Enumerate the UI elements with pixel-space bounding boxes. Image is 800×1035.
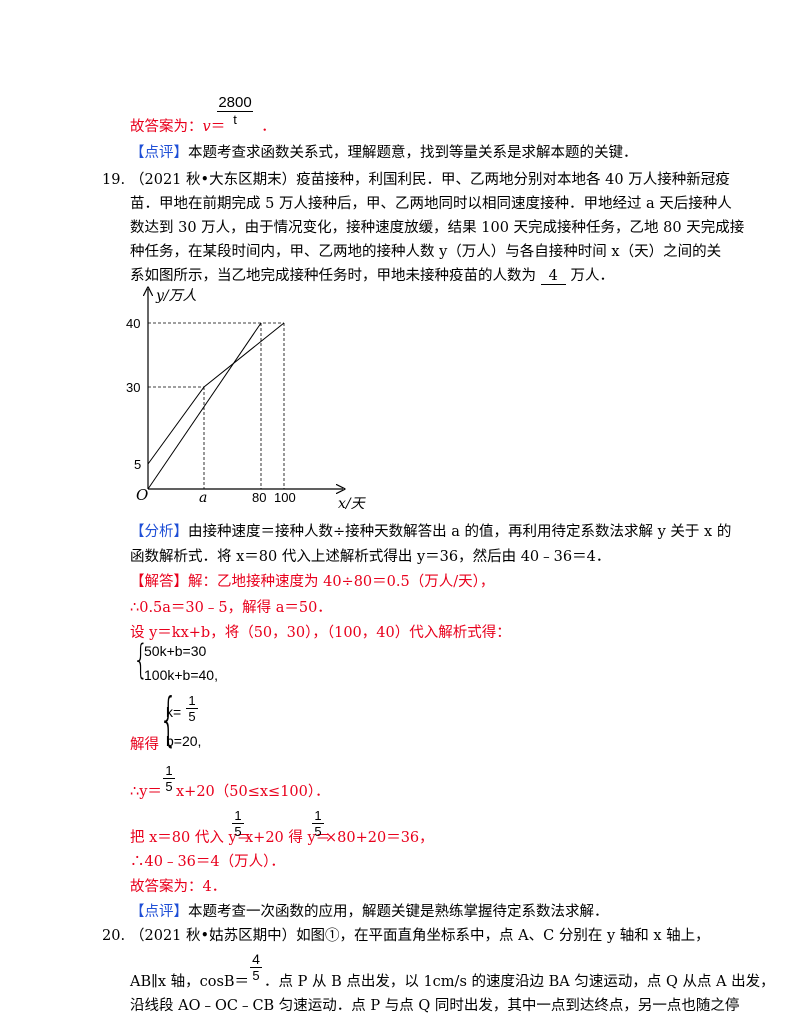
y-tick-30: 30 [126,380,140,395]
l5-pre: 把 x＝80 代入 y＝ [130,830,252,846]
x-tick-a: a [199,490,207,506]
x-tick-100: 100 [274,490,296,505]
answer-eq: ＝ [210,119,226,135]
l4-numerator: 1 [165,763,173,778]
q19-line5-text: 系如图所示，当乙地完成接种任务时，甲地未接种疫苗的人数为 [130,268,536,284]
answer-prefix: 故答案为： [130,119,203,135]
q20-denominator: 5 [252,968,260,983]
answer-var: v [202,119,211,135]
jiede-label: 解得 [130,737,159,753]
dianping2-tag: 【点评】 [130,904,188,920]
answer-fraction: 2800 t [217,94,253,127]
k-numerator: 1 [188,693,196,708]
x-tick-80: 80 [252,490,266,505]
q19-line2: 苗．甲地在前期完成 5 万人接种后，甲、乙两地同时以相同速度接种．甲地经过 a … [130,196,732,212]
dianping-2: 【点评】本题考查一次函数的应用，解题关键是熟练掌握待定系数法求解． [130,902,609,922]
jieda-line6: ∴40﹣36＝4（万人）． [130,854,285,870]
l4-post: x+20（50≤x≤100）． [176,784,330,800]
l5-frac-2: 1 5 [312,808,324,839]
system1-eq1: 50k+b=30 [144,643,207,659]
system-brace-2: { [159,685,178,753]
system2-k: k= [166,704,182,720]
q20-line3: 沿线段 AO﹣OC﹣CB 匀速运动．点 P 与点 Q 同时出发，其中一点到达终点… [130,998,740,1014]
function-graph: y/万人 x/天 O 40 30 5 a 80 100 [126,284,367,509]
q20-line1: （2021 秋•姑苏区期中）如图①，在平面直角坐标系中，点 A、C 分别在 y … [130,928,710,944]
q20-number: 20. [102,928,126,944]
system1-eq2: 100k+b=40, [144,667,218,683]
answer-line: 故答案为：v＝ ． [130,117,276,137]
jieda-line2: ∴0.5a＝30﹣5，解得 a＝50． [130,600,332,616]
dianping-1: 【点评】本题考查求函数关系式，理解题意，找到等量关系是求解本题的关键． [130,143,638,163]
dianping-tag: 【点评】 [130,145,188,161]
fenxi-line2: 函数解析式．将 x＝80 代入上述解析式得出 y＝36，然后由 40﹣36＝4． [130,549,611,565]
origin-label: O [136,486,148,504]
fenxi-text-1: 由接种速度＝接种人数÷接种天数解答出 a 的值，再利用待定系数法求解 y 关于 … [188,524,732,540]
q20-frac: 4 5 [250,951,262,983]
l4-denominator: 5 [165,779,173,794]
system2-b: b=20, [166,733,202,749]
system-brace-1: { [133,637,149,683]
jieda-line7: 故答案为：4． [130,879,227,895]
q19-line5: 系如图所示，当乙地完成接种任务时，甲地未接种疫苗的人数为 4 万人． [130,266,614,286]
jia-line [147,322,285,465]
l5-denominator-2: 5 [314,824,322,839]
q20-line2-pre: AB∥x 轴，cosB＝ [130,974,250,990]
k-denominator: 5 [188,709,196,724]
q20-line2-post: ．点 P 从 B 点出发，以 1cm/s 的速度沿边 BA 匀速运动，点 Q 从… [264,974,775,990]
fraction-denominator: t [233,112,237,127]
l4-frac: 1 5 [163,763,175,794]
yi-line [147,322,262,490]
q20-numerator: 4 [252,951,260,967]
x-axis-label: x/天 [338,496,367,509]
q19-line1: （2021 秋•大东区期末）疫苗接种，利国利民．甲、乙两地分别对本地各 40 万… [130,172,730,188]
dianping-text: 本题考查求函数关系式，理解题意，找到等量关系是求解本题的关键． [188,145,638,161]
l5-numerator-1: 1 [234,808,242,823]
l4-pre: ∴y＝ [130,784,162,800]
l5-mid: x+20 得 y＝ [245,830,331,846]
jieda-line1: 【解答】解：乙地接种速度为 40÷80＝0.5（万人/天）， [130,572,494,592]
q19-line4: 种任务，在某段时间内，甲、乙两地的接种人数 y（万人）与各自接种时间 x（天）之… [130,244,722,260]
q19-number: 19. [102,172,126,188]
y-tick-5: 5 [134,457,141,472]
jieda-line3: 设 y＝kx+b，将（50，30），（100，40）代入解析式得： [130,625,511,641]
y-tick-40: 40 [126,316,140,331]
jieda-text-1: 解：乙地接种速度为 40÷80＝0.5（万人/天）， [188,574,495,590]
jieda-tag: 【解答】 [130,574,188,590]
y-axis-label: y/万人 [155,288,197,304]
l5-post: ×80+20＝36， [325,830,434,846]
fenxi-line1: 【分析】由接种速度＝接种人数÷接种天数解答出 a 的值，再利用待定系数法求解 y… [130,522,731,542]
answer-end: ． [261,119,276,135]
l5-denominator-1: 5 [234,824,242,839]
l5-numerator-2: 1 [314,808,322,823]
answer-blank: 4 [540,268,566,285]
fraction-numerator: 2800 [218,94,252,111]
fenxi-tag: 【分析】 [130,524,188,540]
dianping2-text: 本题考查一次函数的应用，解题关键是熟练掌握待定系数法求解． [188,904,609,920]
system2-k-frac: 1 5 [186,693,198,724]
q19-line5-end: 万人． [570,268,614,284]
l5-frac-1: 1 5 [232,808,244,839]
q19-line3: 数达到 30 万人，由于情况变化，接种速度放缓，结果 100 天完成接种任务，乙… [130,220,745,236]
